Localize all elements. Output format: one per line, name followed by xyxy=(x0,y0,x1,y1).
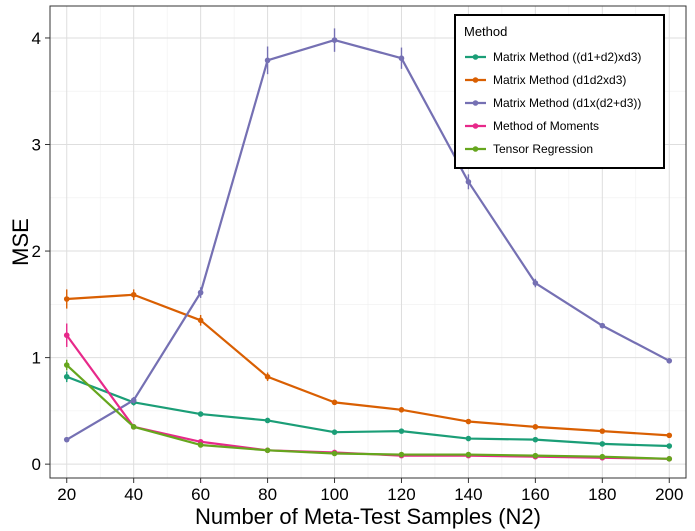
x-tick-label: 40 xyxy=(124,485,143,504)
data-point xyxy=(130,397,137,404)
series-line xyxy=(66,375,670,448)
series-lines xyxy=(63,28,673,462)
series-5 xyxy=(63,359,673,462)
legend-swatch-point xyxy=(472,77,479,83)
legend-label: Matrix Method (d1x(d2+d3)) xyxy=(493,96,641,110)
data-point xyxy=(465,435,472,442)
data-point xyxy=(63,362,70,368)
series-line xyxy=(66,38,670,441)
legend-label: Matrix Method (d1d2xd3) xyxy=(493,73,626,87)
data-point xyxy=(264,373,271,380)
y-tick-label: 1 xyxy=(32,349,41,368)
legend-label: Tensor Regression xyxy=(493,142,593,156)
data-point xyxy=(331,429,338,435)
data-point xyxy=(599,453,606,460)
y-tick-label: 4 xyxy=(32,29,41,48)
data-point xyxy=(398,428,405,434)
data-point xyxy=(398,55,405,62)
data-point xyxy=(63,332,70,339)
data-point xyxy=(331,37,338,43)
x-tick-label: 140 xyxy=(454,485,482,504)
x-tick-label: 160 xyxy=(521,485,549,504)
series-line xyxy=(65,364,670,460)
data-point xyxy=(532,436,539,443)
data-point xyxy=(532,280,539,286)
plot-border xyxy=(49,5,687,479)
series-2 xyxy=(63,289,673,439)
legend-title: Method xyxy=(464,24,507,39)
legend-items: Matrix Method ((d1+d2)xd3) Matrix Method … xyxy=(465,50,641,156)
data-point xyxy=(63,436,70,443)
legend-item: Method of Moments xyxy=(465,119,599,133)
x-tick-label: 180 xyxy=(588,485,616,504)
x-tick-label: 60 xyxy=(191,485,210,504)
legend-swatch-point xyxy=(472,54,479,60)
x-tick-label: 20 xyxy=(57,485,76,504)
data-point xyxy=(264,57,271,64)
data-point xyxy=(599,428,606,434)
y-tick-label: 2 xyxy=(32,242,41,261)
data-point xyxy=(197,411,204,417)
y-tick-label: 0 xyxy=(32,455,41,474)
series-line xyxy=(66,293,670,437)
data-point xyxy=(63,296,70,302)
y-axis-title: MSE xyxy=(8,218,33,266)
data-point xyxy=(130,291,137,298)
data-point xyxy=(666,456,673,462)
data-point xyxy=(197,442,204,448)
x-tick-label: 80 xyxy=(258,485,277,504)
x-tick-label: 100 xyxy=(320,485,348,504)
legend-swatch-point xyxy=(472,123,479,129)
series-3 xyxy=(63,28,673,443)
data-point xyxy=(666,432,673,439)
legend-box xyxy=(454,14,665,169)
data-point xyxy=(264,417,271,424)
legend-item: Matrix Method ((d1+d2)xd3) xyxy=(465,50,641,64)
data-point xyxy=(465,451,472,458)
data-point xyxy=(264,447,271,454)
data-point xyxy=(197,317,204,324)
data-point xyxy=(197,289,204,296)
legend-swatch-point xyxy=(472,146,479,152)
data-point xyxy=(331,450,338,457)
grid xyxy=(50,6,686,478)
x-axis-title: Number of Meta-Test Samples (N2) xyxy=(195,504,541,529)
data-point xyxy=(130,424,137,430)
data-point xyxy=(465,418,472,425)
axis-ticks: 20 40 60 80 100 120 140 160 180 200 0 1 2 3 4 xyxy=(32,29,684,504)
x-tick-label: 200 xyxy=(655,485,683,504)
data-point xyxy=(398,451,405,458)
data-point xyxy=(599,322,606,329)
legend: Method Matrix Method ((d1+d2)xd3)Matrix … xyxy=(454,14,665,169)
legend-label: Matrix Method ((d1+d2)xd3) xyxy=(493,50,641,64)
legend-item: Matrix Method (d1x(d2+d3)) xyxy=(465,96,641,110)
data-point xyxy=(666,443,673,449)
data-point xyxy=(666,357,673,364)
y-tick-label: 3 xyxy=(32,136,41,155)
data-point xyxy=(63,373,70,380)
legend-item: Matrix Method (d1d2xd3) xyxy=(465,73,626,87)
data-point xyxy=(398,407,405,413)
legend-swatch-point xyxy=(472,100,479,106)
data-point xyxy=(532,452,539,459)
data-point xyxy=(331,399,338,406)
legend-label: Method of Moments xyxy=(493,119,599,133)
data-point xyxy=(532,424,539,430)
data-point xyxy=(465,179,472,185)
series-1 xyxy=(63,371,673,449)
data-point xyxy=(599,441,606,447)
x-tick-label: 120 xyxy=(387,485,415,504)
legend-item: Tensor Regression xyxy=(465,142,593,156)
